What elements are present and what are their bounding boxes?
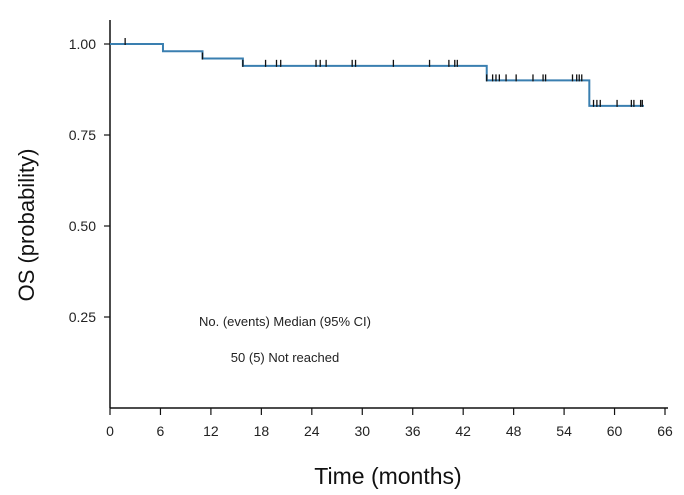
x-tick-label: 6 bbox=[157, 423, 165, 439]
x-tick-label: 60 bbox=[607, 423, 623, 439]
x-tick-label: 54 bbox=[556, 423, 572, 439]
x-tick-label: 42 bbox=[455, 423, 471, 439]
annotation-header: No. (events) Median (95% CI) bbox=[199, 314, 371, 329]
x-axis-title: Time (months) bbox=[314, 463, 461, 489]
x-tick-label: 48 bbox=[506, 423, 522, 439]
y-tick-label: 0.75 bbox=[69, 127, 96, 143]
y-tick-label: 0.50 bbox=[69, 218, 96, 234]
x-tick-label: 66 bbox=[657, 423, 673, 439]
y-tick-label: 0.25 bbox=[69, 309, 96, 325]
x-tick-label: 0 bbox=[106, 423, 114, 439]
x-tick-label: 18 bbox=[254, 423, 270, 439]
y-axis-title: OS (probability) bbox=[14, 149, 39, 302]
axes: 0 6 12 18 24 30 36 42 48 54 60 66 0.25 0.50 0.75 1.00 bbox=[69, 20, 673, 439]
survival-curve bbox=[110, 43, 644, 107]
x-tick-label: 12 bbox=[203, 423, 219, 439]
x-tick-label: 36 bbox=[405, 423, 421, 439]
x-ticks: 0 6 12 18 24 30 36 42 48 54 60 66 bbox=[106, 408, 673, 439]
annotation-row: 50 (5) Not reached bbox=[231, 350, 339, 365]
censor-marks bbox=[124, 38, 643, 107]
y-tick-label: 1.00 bbox=[69, 36, 96, 52]
y-ticks: 0.25 0.50 0.75 1.00 bbox=[69, 36, 110, 325]
series-layer bbox=[110, 43, 644, 107]
x-tick-label: 30 bbox=[354, 423, 370, 439]
x-tick-label: 24 bbox=[304, 423, 320, 439]
